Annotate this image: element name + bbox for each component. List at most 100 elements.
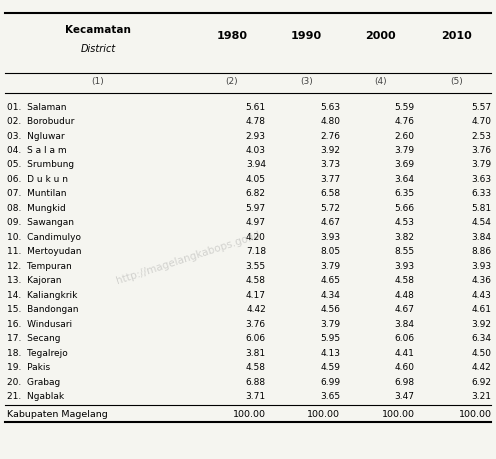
- Text: 3.79: 3.79: [471, 160, 492, 169]
- Text: 3.93: 3.93: [320, 232, 340, 241]
- Text: 4.80: 4.80: [320, 117, 340, 126]
- Text: 5.95: 5.95: [320, 333, 340, 342]
- Text: 4.67: 4.67: [320, 218, 340, 227]
- Text: 4.56: 4.56: [320, 304, 340, 313]
- Text: (4): (4): [374, 77, 387, 86]
- Text: 2.53: 2.53: [472, 131, 492, 140]
- Text: 19.  Pakis: 19. Pakis: [7, 362, 50, 371]
- Text: 16.  Windusari: 16. Windusari: [7, 319, 72, 328]
- Text: 1980: 1980: [216, 31, 248, 41]
- Text: Kecamatan: Kecamatan: [65, 25, 131, 35]
- Text: 100.00: 100.00: [458, 409, 492, 418]
- Text: 6.99: 6.99: [320, 377, 340, 386]
- Text: 3.92: 3.92: [472, 319, 492, 328]
- Text: 08.  Mungkid: 08. Mungkid: [7, 203, 65, 213]
- Text: 11.  Mertoyudan: 11. Mertoyudan: [7, 247, 81, 256]
- Text: 3.21: 3.21: [472, 391, 492, 400]
- Text: 4.03: 4.03: [246, 146, 266, 155]
- Text: 6.98: 6.98: [394, 377, 415, 386]
- Text: 4.43: 4.43: [472, 290, 492, 299]
- Text: 8.55: 8.55: [394, 247, 415, 256]
- Text: 4.48: 4.48: [395, 290, 415, 299]
- Text: 3.84: 3.84: [472, 232, 492, 241]
- Text: 6.58: 6.58: [320, 189, 340, 198]
- Text: 10.  Candimulyo: 10. Candimulyo: [7, 232, 81, 241]
- Text: 3.84: 3.84: [395, 319, 415, 328]
- Text: 18.  Tegalrejo: 18. Tegalrejo: [7, 348, 67, 357]
- Text: 4.41: 4.41: [395, 348, 415, 357]
- Text: 4.13: 4.13: [320, 348, 340, 357]
- Text: 100.00: 100.00: [307, 409, 340, 418]
- Text: 3.77: 3.77: [320, 174, 340, 184]
- Text: 3.71: 3.71: [246, 391, 266, 400]
- Text: 03.  Ngluwar: 03. Ngluwar: [7, 131, 64, 140]
- Text: 4.58: 4.58: [246, 362, 266, 371]
- Text: 4.05: 4.05: [246, 174, 266, 184]
- Text: 8.86: 8.86: [471, 247, 492, 256]
- Text: 4.34: 4.34: [320, 290, 340, 299]
- Text: 01.  Salaman: 01. Salaman: [7, 102, 66, 112]
- Text: 1990: 1990: [291, 31, 322, 41]
- Text: (1): (1): [92, 77, 104, 86]
- Text: 4.78: 4.78: [246, 117, 266, 126]
- Text: 3.92: 3.92: [320, 146, 340, 155]
- Text: 02.  Borobudur: 02. Borobudur: [7, 117, 74, 126]
- Text: 3.55: 3.55: [246, 261, 266, 270]
- Text: 5.59: 5.59: [394, 102, 415, 112]
- Text: 4.58: 4.58: [246, 276, 266, 285]
- Text: 3.73: 3.73: [320, 160, 340, 169]
- Text: 4.42: 4.42: [246, 304, 266, 313]
- Text: 3.79: 3.79: [394, 146, 415, 155]
- Text: 4.76: 4.76: [395, 117, 415, 126]
- Text: 5.97: 5.97: [246, 203, 266, 213]
- Text: 5.72: 5.72: [320, 203, 340, 213]
- Text: 3.82: 3.82: [395, 232, 415, 241]
- Text: 4.60: 4.60: [395, 362, 415, 371]
- Text: 13.  Kajoran: 13. Kajoran: [7, 276, 62, 285]
- Text: District: District: [80, 44, 116, 54]
- Text: 6.82: 6.82: [246, 189, 266, 198]
- Text: 04.  S a l a m: 04. S a l a m: [7, 146, 66, 155]
- Text: 4.67: 4.67: [395, 304, 415, 313]
- Text: 3.64: 3.64: [395, 174, 415, 184]
- Text: 20.  Grabag: 20. Grabag: [7, 377, 60, 386]
- Text: 2010: 2010: [441, 31, 472, 41]
- Text: 5.66: 5.66: [394, 203, 415, 213]
- Text: 8.05: 8.05: [320, 247, 340, 256]
- Text: 4.53: 4.53: [395, 218, 415, 227]
- Text: 3.76: 3.76: [471, 146, 492, 155]
- Text: 3.65: 3.65: [320, 391, 340, 400]
- Text: 100.00: 100.00: [233, 409, 266, 418]
- Text: 2.60: 2.60: [395, 131, 415, 140]
- Text: 3.79: 3.79: [320, 261, 340, 270]
- Text: 3.79: 3.79: [320, 319, 340, 328]
- Text: 3.63: 3.63: [471, 174, 492, 184]
- Text: 4.36: 4.36: [472, 276, 492, 285]
- Text: 4.61: 4.61: [472, 304, 492, 313]
- Text: 21.  Ngablak: 21. Ngablak: [7, 391, 64, 400]
- Text: 6.06: 6.06: [246, 333, 266, 342]
- Text: 6.35: 6.35: [394, 189, 415, 198]
- Text: 3.94: 3.94: [246, 160, 266, 169]
- Text: 100.00: 100.00: [381, 409, 415, 418]
- Text: 5.81: 5.81: [471, 203, 492, 213]
- Text: 3.47: 3.47: [395, 391, 415, 400]
- Text: 3.76: 3.76: [246, 319, 266, 328]
- Text: (2): (2): [226, 77, 238, 86]
- Text: 5.63: 5.63: [320, 102, 340, 112]
- Text: 4.97: 4.97: [246, 218, 266, 227]
- Text: 4.54: 4.54: [472, 218, 492, 227]
- Text: 4.50: 4.50: [472, 348, 492, 357]
- Text: (5): (5): [450, 77, 463, 86]
- Text: 6.33: 6.33: [471, 189, 492, 198]
- Text: Kabupaten Magelang: Kabupaten Magelang: [7, 409, 108, 418]
- Text: 2000: 2000: [366, 31, 396, 41]
- Text: (3): (3): [300, 77, 312, 86]
- Text: 3.69: 3.69: [394, 160, 415, 169]
- Text: 6.88: 6.88: [246, 377, 266, 386]
- Text: 3.93: 3.93: [394, 261, 415, 270]
- Text: 3.81: 3.81: [246, 348, 266, 357]
- Text: 4.58: 4.58: [395, 276, 415, 285]
- Text: 4.59: 4.59: [320, 362, 340, 371]
- Text: 7.18: 7.18: [246, 247, 266, 256]
